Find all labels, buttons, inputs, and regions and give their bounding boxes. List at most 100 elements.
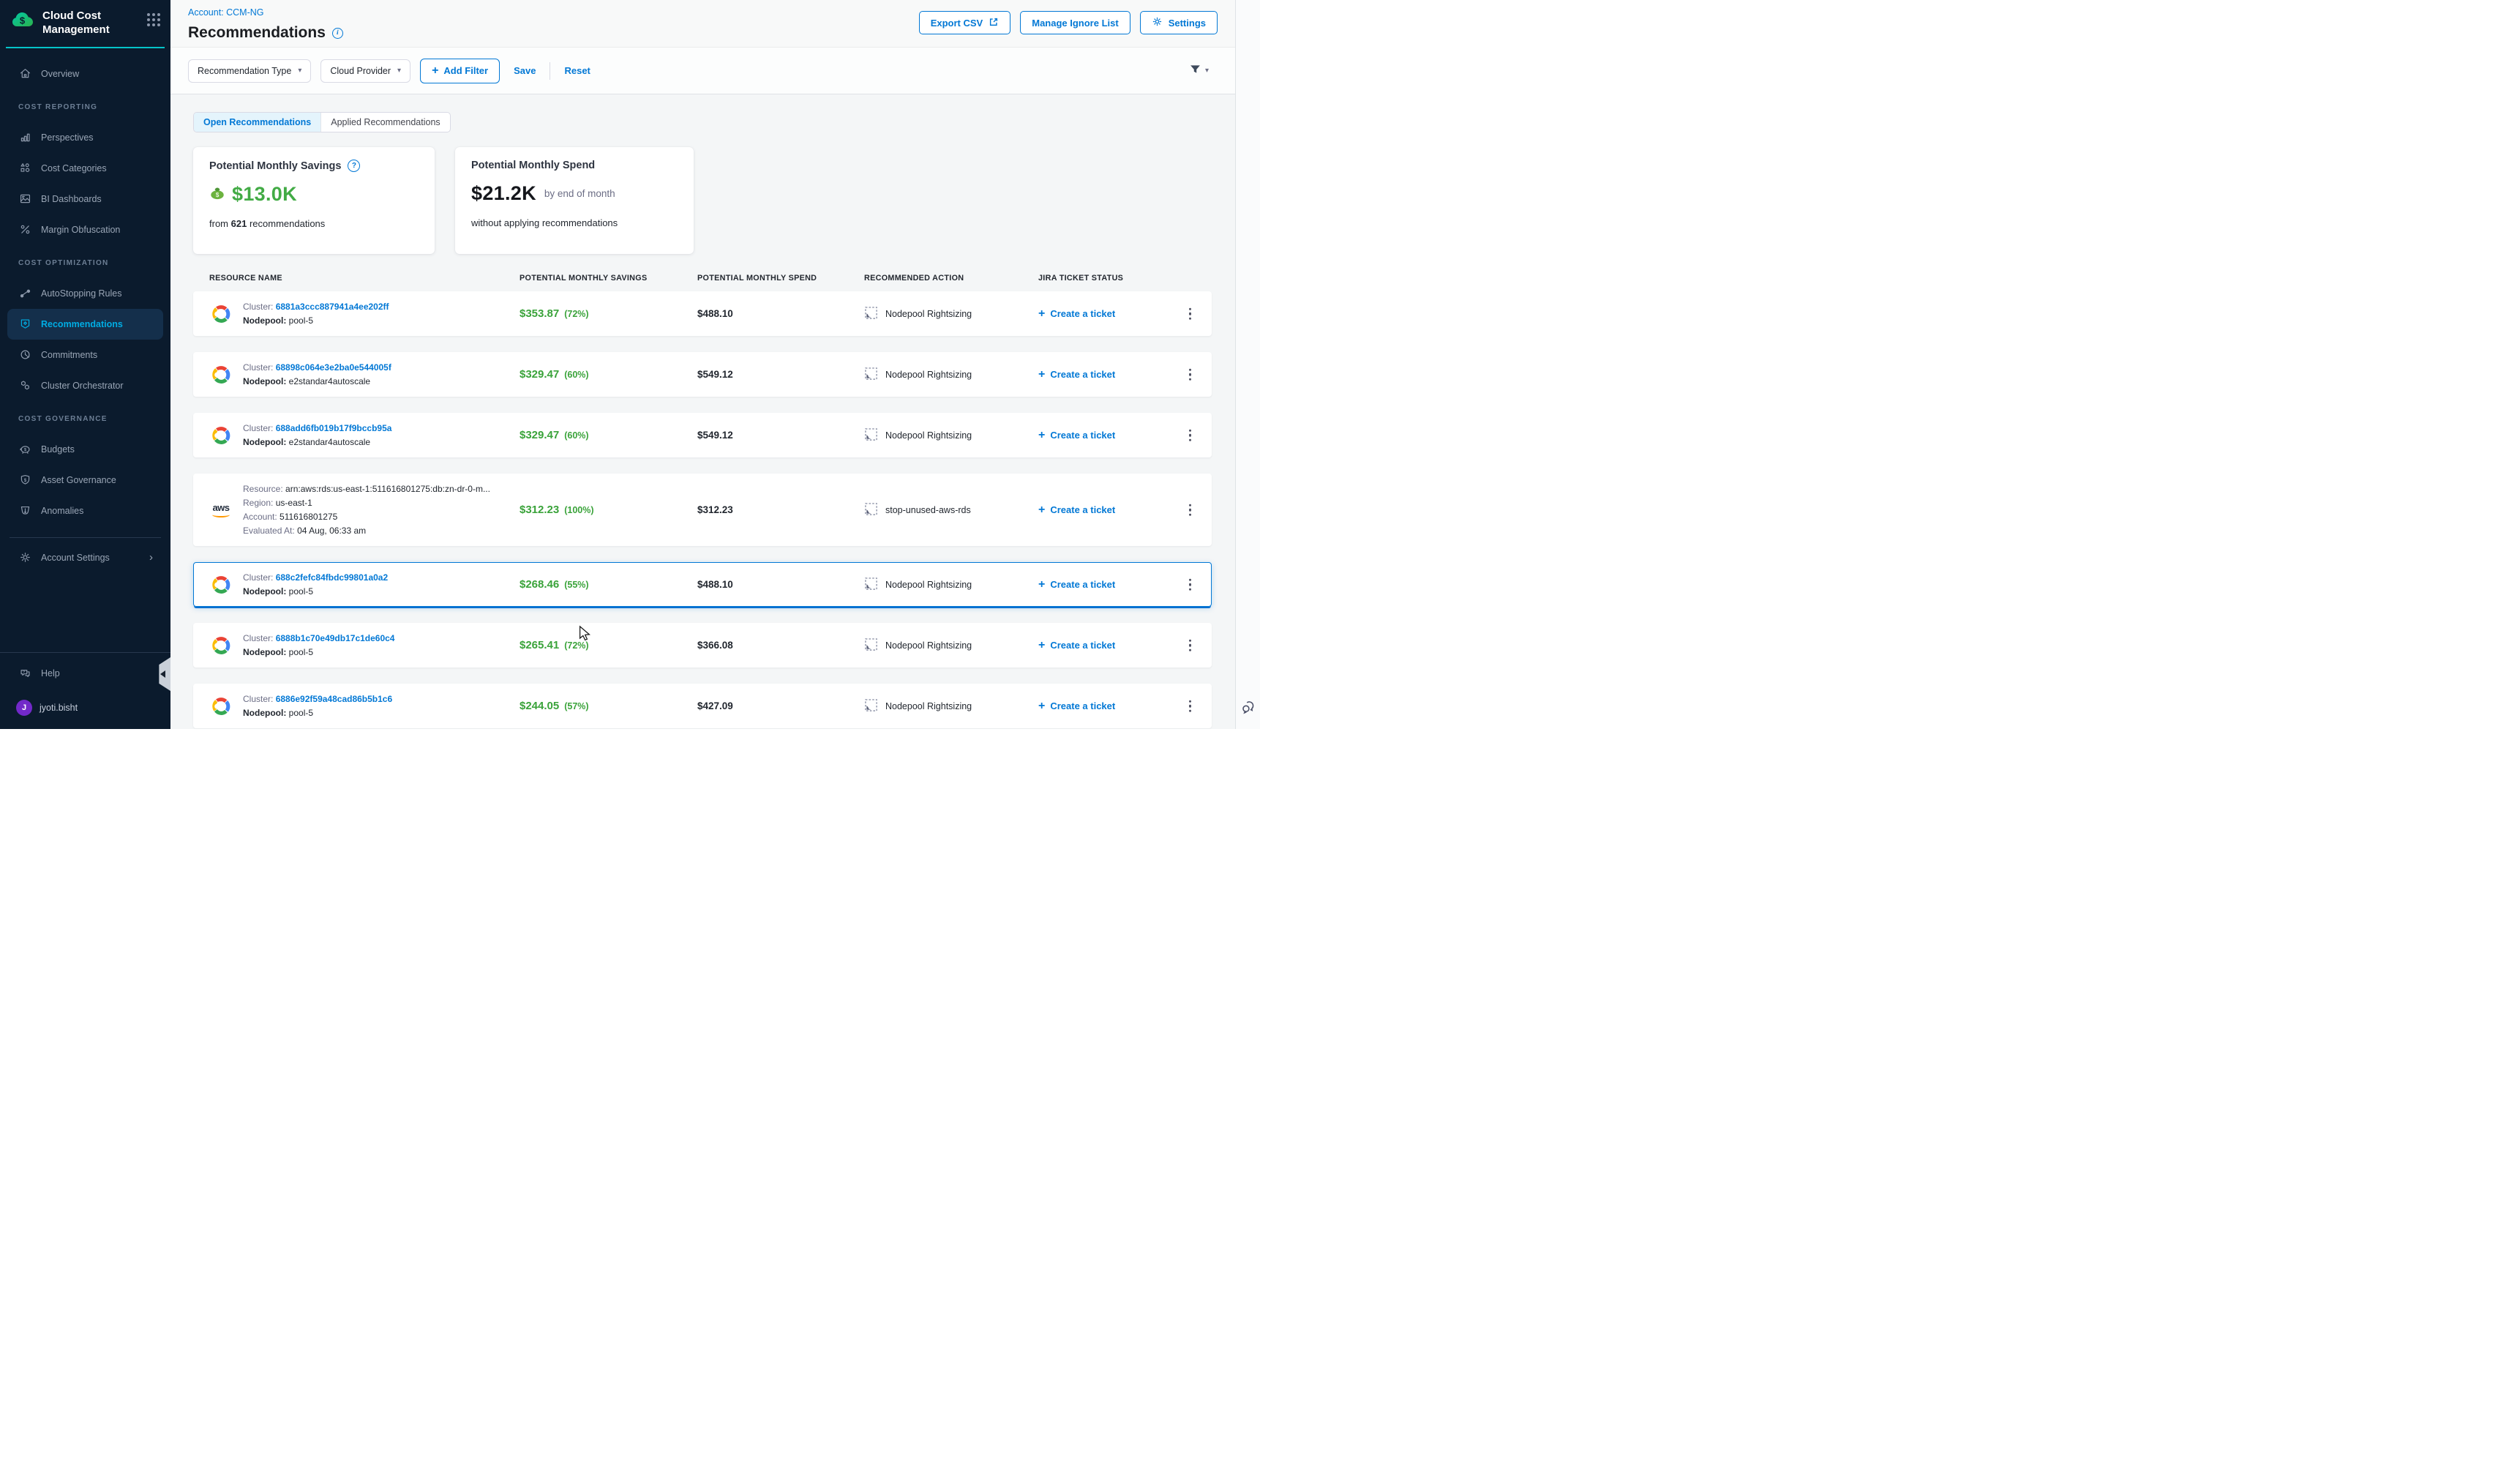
sidebar-item-label: BI Dashboards — [41, 194, 102, 204]
savings-amount: $312.23 — [520, 504, 559, 516]
row-menu-kebab-icon[interactable] — [1186, 697, 1195, 715]
support-chat-icon[interactable] — [1240, 700, 1256, 719]
sidebar-item-cost-categories[interactable]: Cost Categories — [0, 153, 170, 184]
resource-label: Nodepool: — [243, 647, 286, 657]
recommendation-row[interactable]: Cluster: 688c2fefc84fbdc99801a0a2Nodepoo… — [193, 562, 1212, 607]
gcp-icon — [209, 303, 233, 325]
spend-amount: $21.2K — [471, 182, 536, 205]
potential-monthly-spend-card: Potential Monthly Spend $21.2K by end of… — [455, 147, 694, 254]
add-filter-button[interactable]: + Add Filter — [420, 59, 500, 83]
row-menu-kebab-icon[interactable] — [1186, 636, 1195, 654]
savings-card-title: Potential Monthly Savings — [209, 160, 341, 172]
resource-label: Resource: — [243, 484, 283, 494]
sidebar-item-anomalies[interactable]: Anomalies — [0, 496, 170, 526]
recommendation-row[interactable]: Cluster: 6886e92f59a48cad86b5b1c6Nodepoo… — [193, 684, 1212, 728]
content: Open Recommendations Applied Recommendat… — [170, 94, 1235, 729]
resource-id-link[interactable]: 6886e92f59a48cad86b5b1c6 — [276, 694, 392, 704]
resource-value: arn:aws:rds:us-east-1:511616801275:db:zn… — [285, 484, 490, 494]
recommendation-row[interactable]: Cluster: 6888b1c70e49db17c1de60c4Nodepoo… — [193, 623, 1212, 668]
commitments-icon — [18, 348, 31, 362]
sidebar-item-label: Cost Categories — [41, 163, 107, 173]
row-menu-kebab-icon[interactable] — [1186, 575, 1195, 594]
right-rail — [1235, 0, 1260, 729]
chevron-down-icon: ▾ — [298, 67, 301, 75]
sidebar-item-margin-obfuscation[interactable]: Margin Obfuscation — [0, 214, 170, 245]
resource-id-link[interactable]: 6888b1c70e49db17c1de60c4 — [276, 633, 395, 643]
user-name: jyoti.bisht — [40, 703, 78, 713]
tab-open-recommendations[interactable]: Open Recommendations — [194, 113, 320, 132]
sidebar-item-recommendations[interactable]: Recommendations — [7, 309, 163, 340]
app-grid-icon[interactable] — [147, 13, 160, 26]
sidebar-item-account-settings[interactable]: Account Settings › — [0, 542, 170, 573]
manage-ignore-list-button[interactable]: Manage Ignore List — [1020, 11, 1130, 34]
sidebar-item-asset-governance[interactable]: $Asset Governance — [0, 465, 170, 496]
row-menu-kebab-icon[interactable] — [1186, 365, 1195, 384]
create-ticket-label: Create a ticket — [1050, 430, 1115, 441]
recommended-action-cell: Nodepool Rightsizing — [864, 306, 1038, 322]
settings-button[interactable]: Settings — [1140, 11, 1218, 34]
resource-id-link[interactable]: 6881a3ccc887941a4ee202ff — [276, 302, 389, 312]
funnel-icon — [1189, 63, 1201, 79]
col-resource-name: RESOURCE NAME — [209, 274, 520, 283]
sidebar-item-overview[interactable]: Overview — [0, 59, 170, 89]
resource-id-link[interactable]: 688c2fefc84fbdc99801a0a2 — [276, 572, 388, 583]
spend-card-title: Potential Monthly Spend — [471, 160, 595, 171]
sidebar-item-bi-dashboards[interactable]: BI Dashboards — [0, 184, 170, 214]
page-title: Recommendations — [188, 24, 326, 42]
resource-line: Nodepool: pool-5 — [243, 315, 389, 326]
breadcrumb-account-link[interactable]: Account: CCM-NG — [188, 7, 264, 18]
sidebar-item-cluster-orchestrator[interactable]: Cluster Orchestrator — [0, 370, 170, 401]
sidebar-item-commitments[interactable]: Commitments — [0, 340, 170, 370]
resource-line: Nodepool: e2standar4autoscale — [243, 376, 391, 386]
gcp-icon — [209, 574, 233, 596]
sidebar-item-autostopping-rules[interactable]: AutoStopping Rules — [0, 278, 170, 309]
percent-icon — [18, 223, 31, 236]
sidebar-item-label: Overview — [41, 69, 79, 79]
recommendation-row[interactable]: Cluster: 688add6fb019b17f9bccb95aNodepoo… — [193, 413, 1212, 457]
tab-applied-recommendations[interactable]: Applied Recommendations — [320, 113, 449, 132]
question-icon[interactable]: ? — [348, 160, 360, 172]
recommended-action-label: Nodepool Rightsizing — [885, 430, 972, 441]
reset-filter-button[interactable]: Reset — [560, 65, 594, 76]
svg-text:$: $ — [23, 479, 26, 483]
cluster-icon — [18, 379, 31, 392]
recommendation-type-dropdown[interactable]: Recommendation Type ▾ — [188, 59, 311, 83]
row-menu-kebab-icon[interactable] — [1186, 426, 1195, 444]
save-filter-button[interactable]: Save — [509, 65, 540, 76]
page-header: Account: CCM-NG Recommendations i Export… — [170, 0, 1235, 47]
rightsizing-action-icon — [864, 367, 878, 383]
sidebar-item-label: Margin Obfuscation — [41, 225, 120, 235]
recommended-action-cell: Nodepool Rightsizing — [864, 698, 1038, 714]
chevron-down-icon: ▾ — [1205, 67, 1209, 75]
plus-icon: + — [1038, 504, 1045, 517]
recommendation-row[interactable]: awsResource: arn:aws:rds:us-east-1:51161… — [193, 474, 1212, 546]
plus-icon: + — [1038, 429, 1045, 442]
info-icon[interactable]: i — [332, 28, 343, 39]
sidebar-item-budgets[interactable]: $Budgets — [0, 434, 170, 465]
recommendation-row[interactable]: Cluster: 6881a3ccc887941a4ee202ffNodepoo… — [193, 291, 1212, 336]
svg-text:?: ? — [23, 670, 25, 673]
export-csv-button[interactable]: Export CSV — [919, 11, 1011, 34]
filter-panel-toggle[interactable]: ▾ — [1189, 63, 1209, 79]
resource-line: Region: us-east-1 — [243, 498, 490, 508]
user-menu[interactable]: J jyoti.bisht — [0, 689, 170, 726]
cloud-provider-dropdown[interactable]: Cloud Provider ▾ — [320, 59, 410, 83]
resource-cell: Cluster: 6888b1c70e49db17c1de60c4Nodepoo… — [209, 633, 520, 657]
resource-label: Cluster: — [243, 572, 273, 583]
spend-subtitle: without applying recommendations — [471, 217, 678, 228]
sidebar-item-label: Recommendations — [41, 319, 123, 329]
row-menu-kebab-icon[interactable] — [1186, 304, 1195, 323]
autostopping-icon — [18, 287, 31, 300]
avatar: J — [16, 700, 32, 716]
resource-id-link[interactable]: 68898c064e3e2ba0e544005f — [276, 362, 391, 373]
row-menu-kebab-icon[interactable] — [1186, 501, 1195, 519]
recommendation-row[interactable]: Cluster: 68898c064e3e2ba0e544005fNodepoo… — [193, 352, 1212, 397]
resource-line: Resource: arn:aws:rds:us-east-1:51161680… — [243, 484, 490, 494]
savings-amount: $13.0K — [232, 183, 297, 206]
resource-value: us-east-1 — [276, 498, 312, 508]
gear-icon — [1152, 16, 1163, 29]
bar-chart-icon — [18, 131, 31, 144]
sidebar-item-perspectives[interactable]: Perspectives — [0, 122, 170, 153]
sidebar-item-help[interactable]: ? Help — [0, 657, 170, 689]
resource-id-link[interactable]: 688add6fb019b17f9bccb95a — [276, 423, 392, 433]
